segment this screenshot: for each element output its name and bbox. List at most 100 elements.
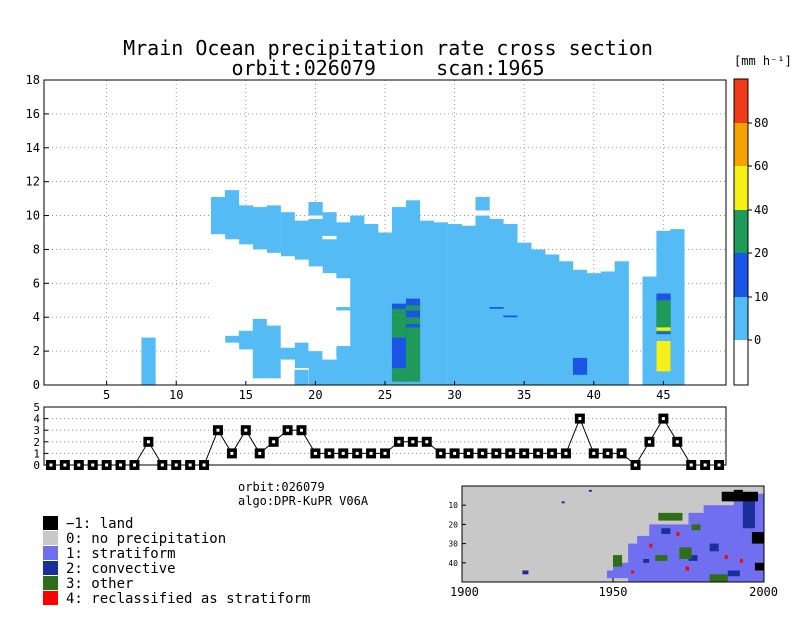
precip-column-37	[545, 254, 560, 385]
type-point-center	[216, 428, 220, 432]
map-cell	[676, 532, 680, 536]
precip-column-36	[531, 249, 546, 385]
colorbar-segment	[734, 166, 748, 210]
type-point-center	[453, 451, 457, 455]
empty-cell	[224, 239, 240, 336]
colorbar: 0 10 20 40 60 80	[733, 78, 768, 386]
map-x-tick-label: 1950	[599, 585, 628, 599]
map-cell	[679, 547, 692, 559]
type-point-center	[160, 463, 164, 467]
map-y-tick-label: 20	[448, 520, 458, 529]
precip-column-30	[447, 224, 462, 385]
type-series-points	[45, 413, 725, 470]
precip-column-41	[600, 271, 615, 385]
empty-cell	[266, 378, 281, 385]
type-point-center	[91, 463, 95, 467]
intense-cell	[391, 312, 407, 338]
empty-cell	[475, 210, 490, 216]
map-cell	[754, 562, 764, 571]
type-y-tick-label: 2	[33, 436, 40, 449]
empty-cell	[211, 234, 226, 385]
y-axis: 0 2 4 6 8 10 12 14 16 18	[26, 73, 49, 392]
legend-label: −1: land	[66, 516, 133, 532]
x-tick-label: 10	[169, 388, 183, 402]
type-point-center	[299, 428, 303, 432]
algo-label: algo:DPR-KuPR V06A	[238, 494, 369, 508]
precip-column-28	[419, 220, 435, 385]
precip-cell	[266, 325, 281, 379]
legend-swatch	[43, 531, 58, 545]
precip-column-34	[503, 224, 518, 385]
type-y-tick-label: 5	[33, 401, 40, 414]
type-point-center	[49, 463, 53, 467]
chart-subtitle: orbit:026079 scan:1965	[231, 56, 544, 80]
colorbar-label: 10	[754, 290, 768, 304]
map-cell	[709, 543, 719, 552]
precip-column-29	[433, 222, 448, 385]
map-cell	[724, 555, 728, 559]
x-axis: 5 10 15 20 25 30 35 40 45	[103, 381, 671, 402]
precip-cell	[336, 307, 351, 311]
colorbar-segment	[734, 79, 748, 123]
y-tick-label: 6	[33, 276, 40, 290]
type-y-tick-label: 3	[33, 424, 40, 437]
precip-column-25	[378, 232, 393, 385]
intense-cell	[656, 340, 671, 372]
type-point-center	[369, 451, 373, 455]
map-cell	[733, 489, 743, 496]
intense-cell	[503, 315, 518, 318]
intense-cell	[489, 307, 504, 309]
type-point-center	[397, 440, 401, 444]
intense-cell	[656, 334, 671, 341]
type-point-center	[132, 463, 136, 467]
colorbar-label: 60	[754, 159, 768, 173]
y-tick-label: 8	[33, 242, 40, 256]
y-tick-label: 12	[26, 175, 40, 189]
type-point-center	[77, 463, 81, 467]
type-point-center	[188, 463, 192, 467]
x-tick-label: 30	[447, 388, 461, 402]
precip-column-46	[670, 229, 685, 385]
map-cell	[709, 574, 728, 582]
precip-cells	[141, 190, 685, 385]
y-tick-label: 4	[33, 310, 40, 324]
x-tick-label: 35	[517, 388, 531, 402]
type-point-center	[592, 451, 596, 455]
map-cell	[742, 497, 755, 529]
type-point-center	[439, 451, 443, 455]
precip-cell	[294, 369, 309, 385]
legend-label: 1: stratiform	[66, 546, 176, 562]
legend-label: 0: no precipitation	[66, 531, 226, 547]
colorbar-segment	[734, 297, 748, 340]
type-point-center	[174, 463, 178, 467]
precip-column-42	[614, 261, 629, 385]
intense-cell	[391, 308, 407, 313]
precip-cell	[350, 278, 365, 385]
empty-cell	[252, 249, 267, 319]
type-point-center	[313, 451, 317, 455]
type-point-center	[550, 451, 554, 455]
empty-cell	[238, 349, 254, 385]
empty-cell	[280, 256, 295, 348]
colorbar-segment	[734, 210, 748, 253]
map-y-tick-label: 30	[448, 540, 458, 549]
precip-column-38	[558, 261, 574, 385]
legend-swatch	[43, 576, 58, 590]
type-point-center	[63, 463, 67, 467]
colorbar-segment	[734, 340, 748, 385]
type-point-center	[425, 440, 429, 444]
intense-cell	[572, 357, 588, 375]
precip-column-39	[572, 269, 588, 385]
empty-cell	[308, 215, 323, 219]
intense-cell	[656, 300, 671, 333]
colorbar-segment	[734, 253, 748, 297]
empty-cell	[322, 273, 337, 360]
type-point-center	[119, 463, 123, 467]
empty-cell	[280, 359, 295, 385]
empty-cell	[252, 378, 267, 385]
y-tick-label: 10	[26, 209, 40, 223]
colorbar-label: 20	[754, 246, 768, 260]
